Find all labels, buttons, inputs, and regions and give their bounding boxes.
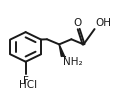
Polygon shape: [59, 44, 64, 56]
Text: O: O: [73, 18, 81, 28]
Text: NH₂: NH₂: [63, 57, 83, 67]
Text: F: F: [23, 76, 29, 86]
Text: OH: OH: [95, 18, 111, 28]
Text: HCl: HCl: [19, 80, 37, 90]
